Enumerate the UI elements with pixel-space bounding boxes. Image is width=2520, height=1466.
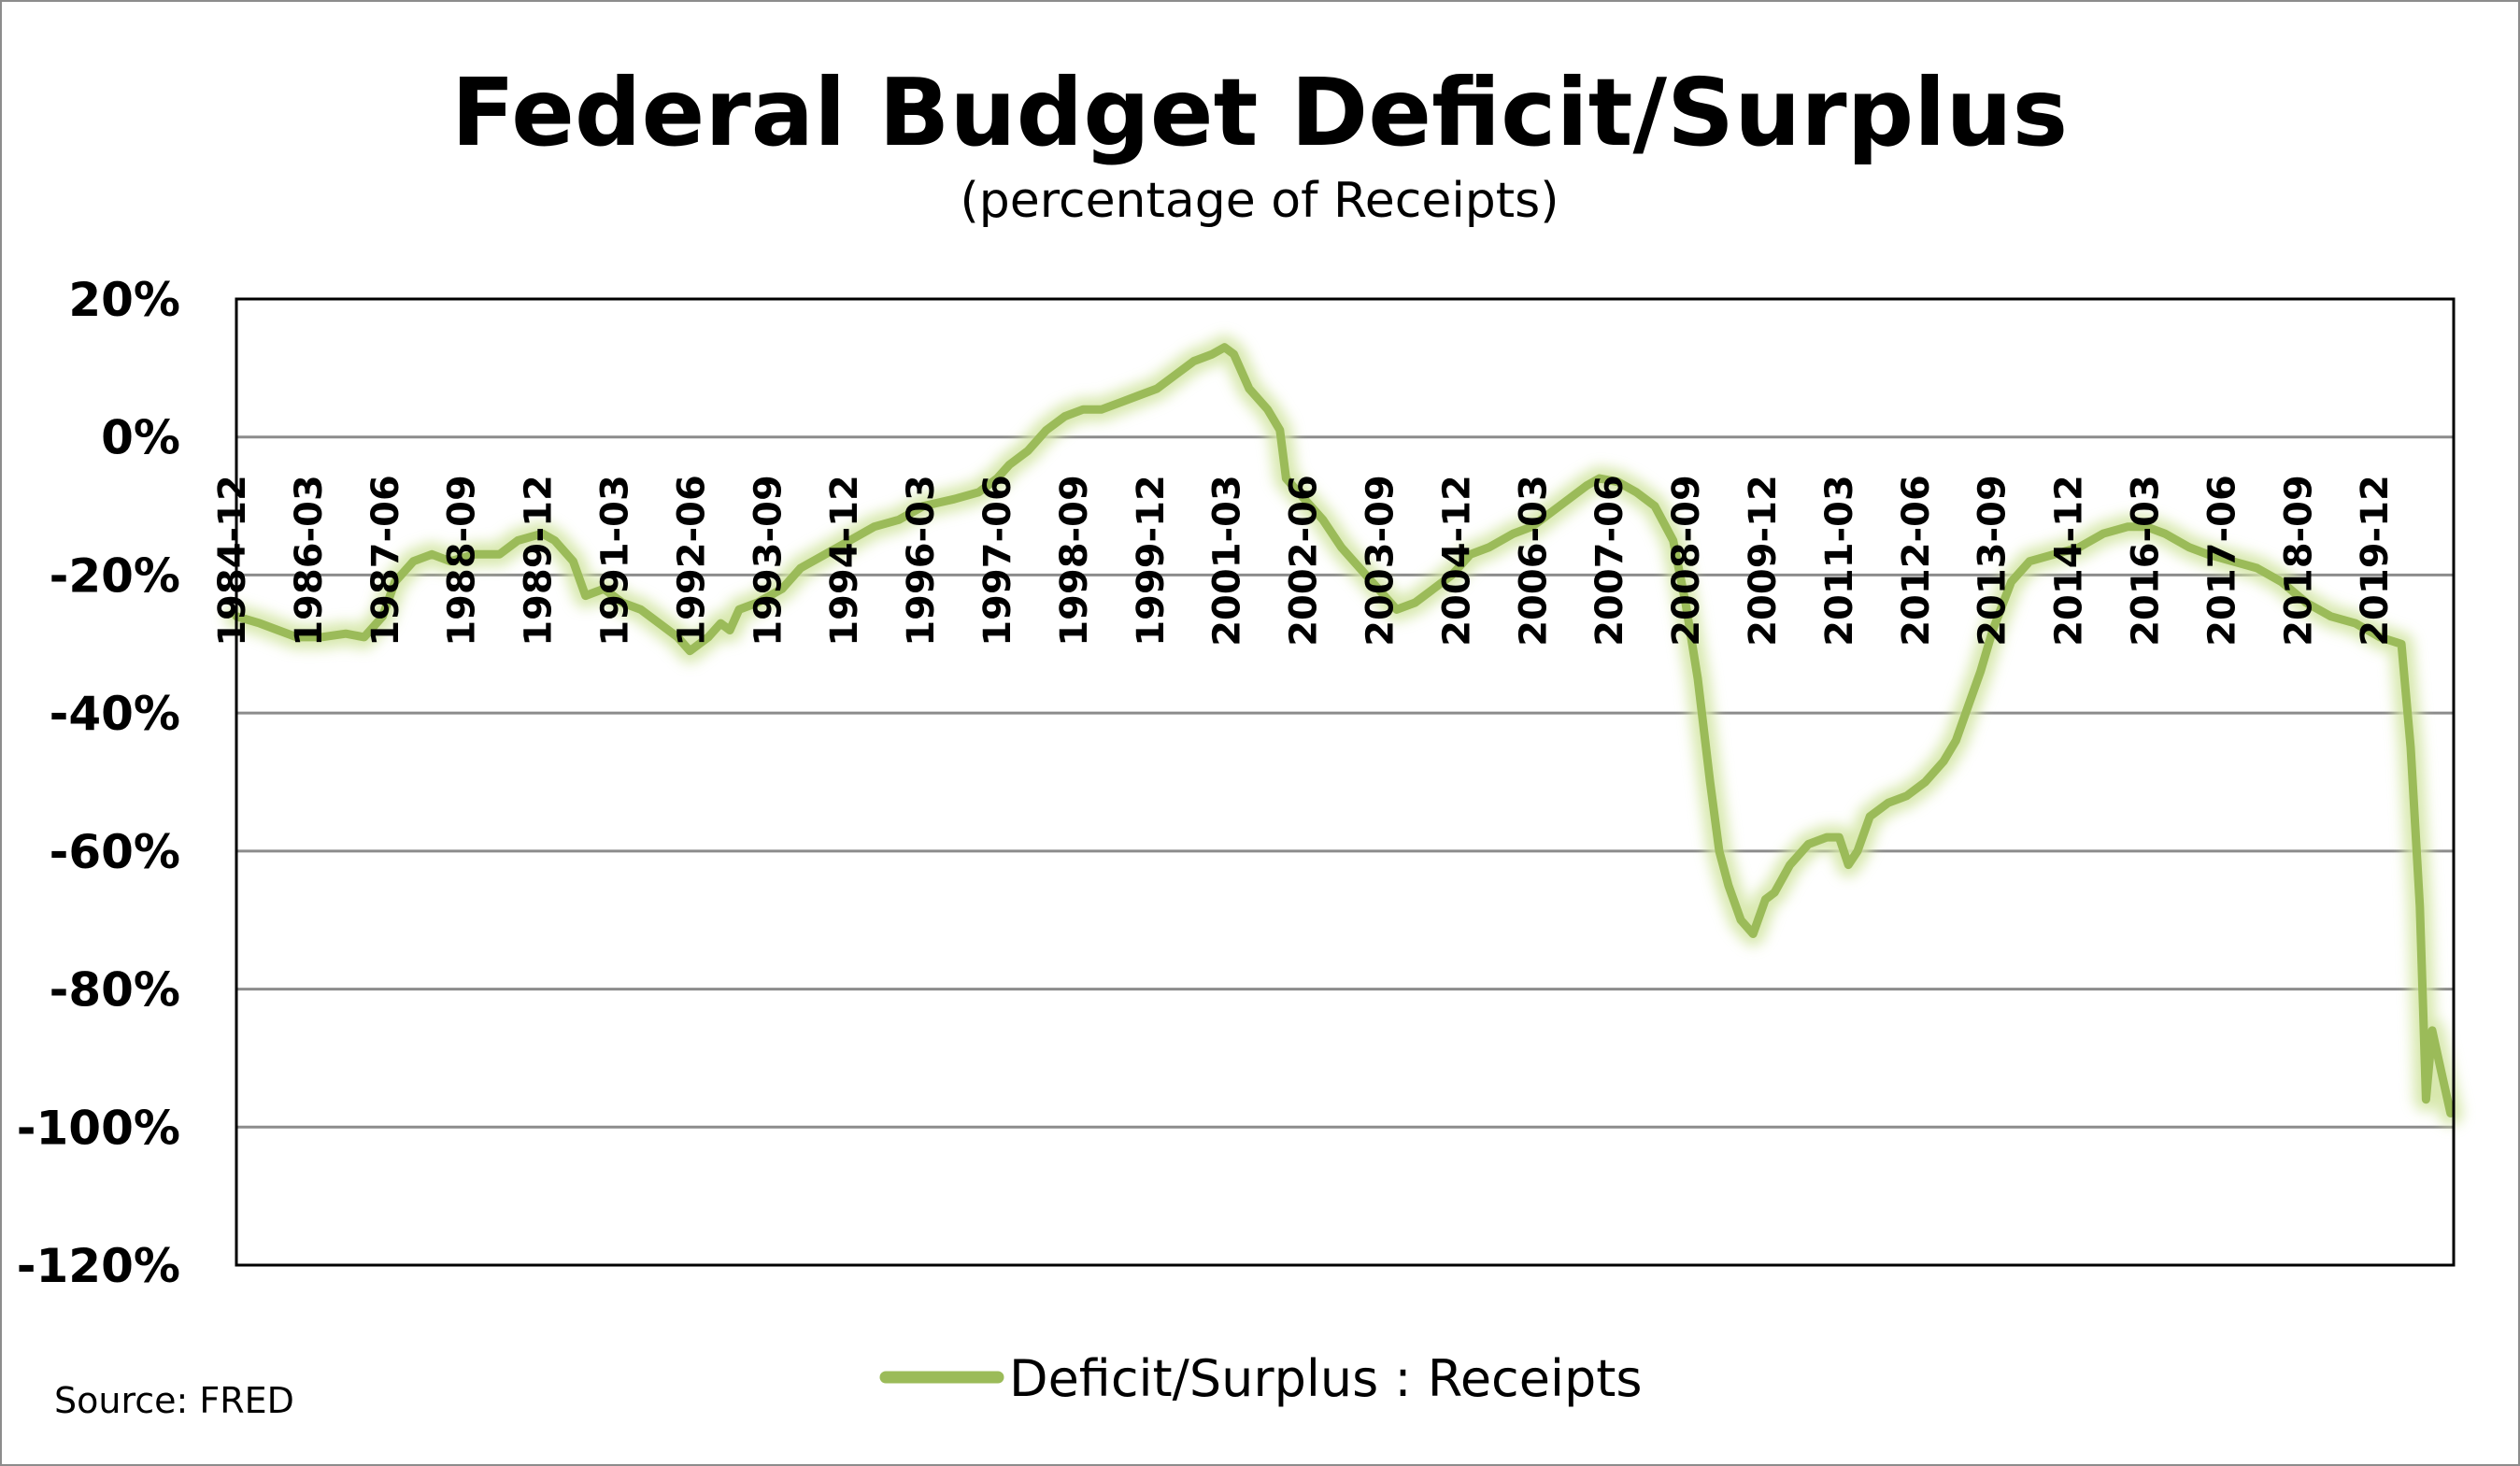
x-tick-label: 2013-09 [1972, 475, 2015, 647]
x-tick-label: 2014-12 [2048, 475, 2091, 647]
x-tick-label: 1986-03 [288, 475, 331, 647]
x-tick-label: 1994-12 [823, 475, 866, 647]
x-tick-label: 1987-06 [364, 475, 407, 647]
legend: Deficit/Surplus : Receipts [879, 1349, 1643, 1408]
x-tick-label: 1997-06 [976, 475, 1019, 647]
x-axis-ticks: 1984-12 1986-03 1987-06 1988-09 1989-12 1991-… [211, 475, 2397, 647]
x-tick-label: 2018-09 [2277, 475, 2320, 647]
series-layer [224, 334, 2463, 1126]
x-tick-label: 2009-12 [1742, 475, 1785, 647]
x-tick-label: 2011-03 [1818, 475, 1861, 647]
y-axis-ticks: 20% 0% -20% -40% -60% -80% -100% -120% [17, 273, 180, 1293]
y-tick-label: -120% [17, 1239, 180, 1293]
y-tick-label: -20% [50, 548, 180, 603]
y-tick-label: -80% [50, 963, 180, 1018]
x-tick-label: 1988-09 [441, 475, 484, 647]
x-tick-label: 1999-12 [1130, 475, 1173, 647]
x-tick-label: 1996-03 [900, 475, 943, 647]
x-tick-label: 2003-09 [1360, 475, 1402, 647]
x-tick-label: 2012-06 [1895, 475, 1938, 647]
x-tick-label: 2007-06 [1588, 475, 1631, 647]
y-tick-label: -60% [50, 825, 180, 879]
gridlines [236, 435, 2454, 1129]
x-tick-label: 1991-03 [594, 475, 637, 647]
plot-area-border [235, 297, 2456, 1267]
x-tick-label: 2019-12 [2354, 475, 2397, 647]
series-line-glow [224, 334, 2463, 1126]
x-tick-label: 2017-06 [2200, 475, 2243, 647]
series-line [232, 343, 2456, 1117]
x-tick-label: 1989-12 [518, 475, 561, 647]
y-tick-label: -100% [17, 1101, 180, 1155]
y-tick-label: -40% [50, 687, 180, 741]
y-tick-label: 20% [68, 273, 180, 327]
chart-subtitle: (percentage of Receipts) [960, 173, 1559, 229]
legend-label: Deficit/Surplus : Receipts [1009, 1349, 1643, 1408]
x-tick-label: 2001-03 [1206, 475, 1249, 647]
x-tick-label: 2006-03 [1512, 475, 1555, 647]
x-tick-label: 2008-09 [1665, 475, 1708, 647]
x-tick-label: 1984-12 [211, 475, 254, 647]
chart-title: Federal Budget Deficit/Surplus [451, 58, 2068, 167]
x-tick-label: 1993-09 [747, 475, 790, 647]
x-tick-label: 1998-09 [1053, 475, 1096, 647]
y-tick-label: 0% [101, 411, 180, 465]
x-tick-label: 2004-12 [1435, 475, 1478, 647]
x-tick-label: 1992-06 [670, 475, 713, 647]
x-tick-label: 2016-03 [2125, 475, 2168, 647]
source-note: Source: FRED [54, 1380, 294, 1421]
x-tick-label: 2002-06 [1283, 475, 1326, 647]
